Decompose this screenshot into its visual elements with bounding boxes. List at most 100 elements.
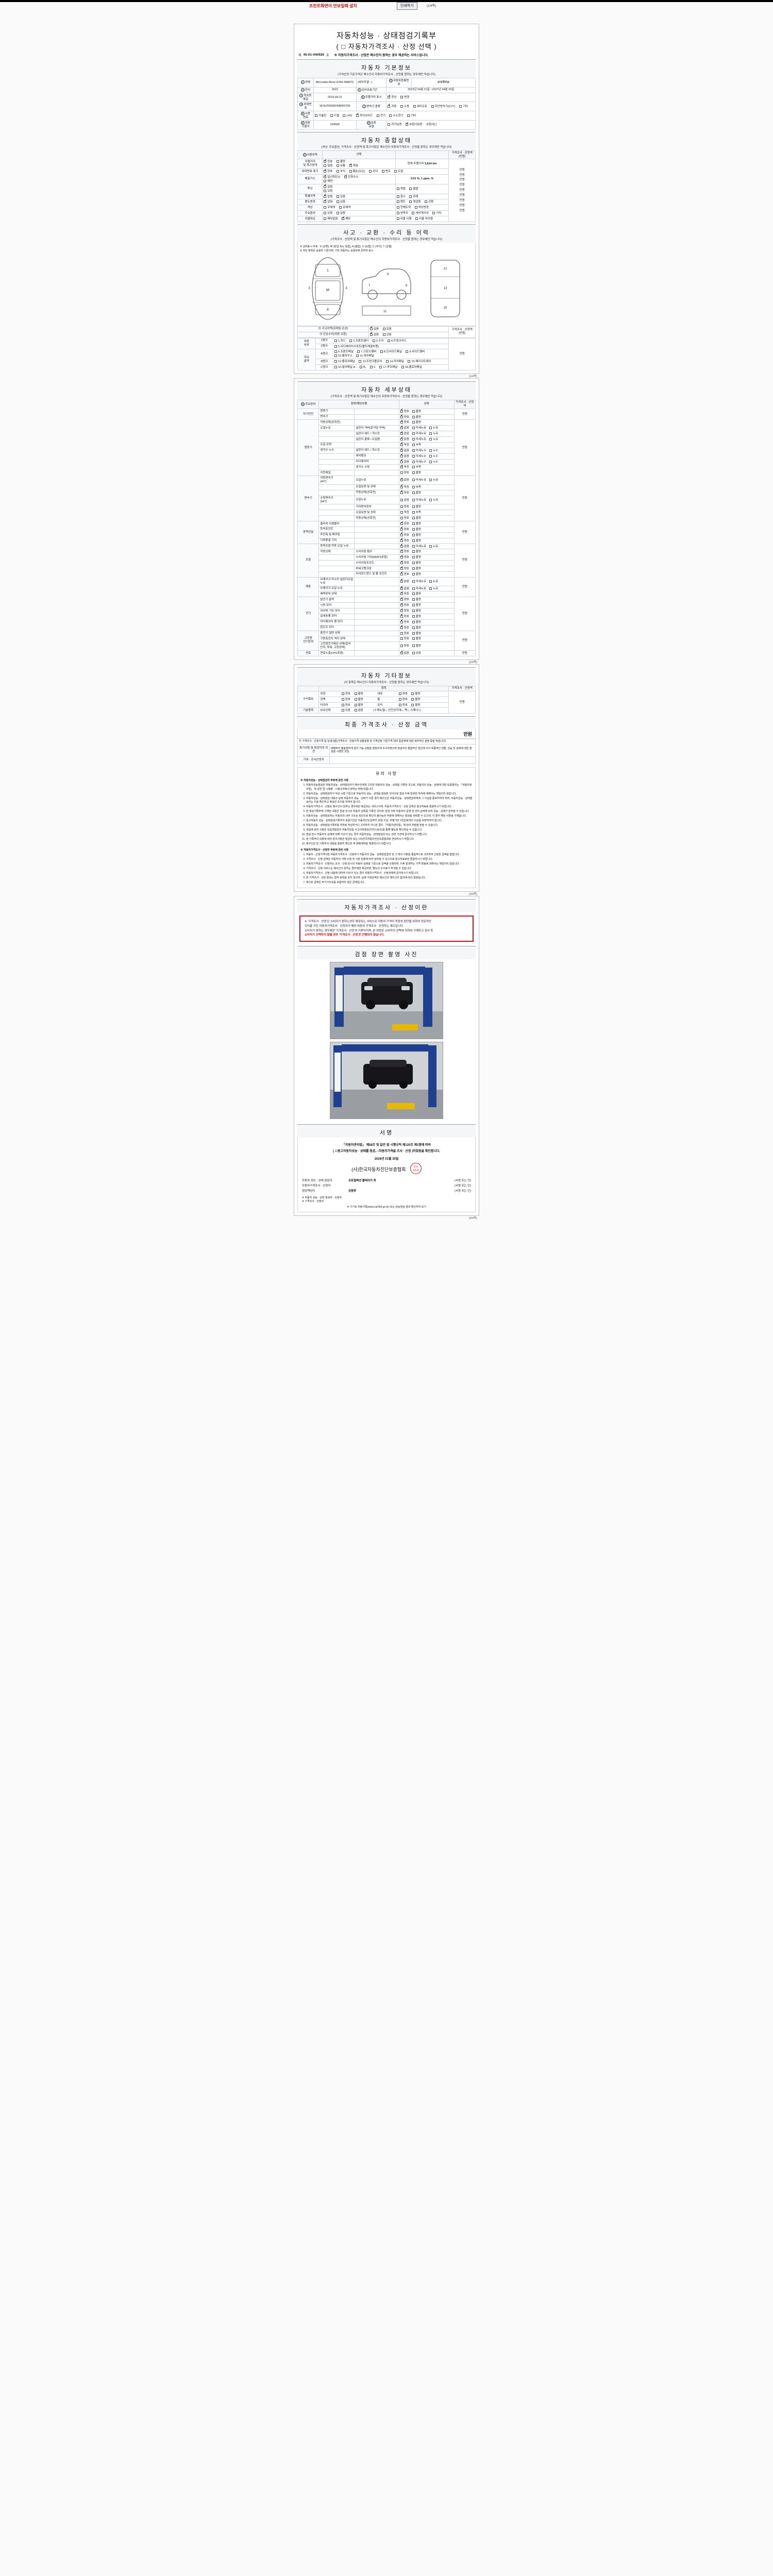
detail-opt-5-1-1[interactable]: 미세누유 [412, 587, 426, 591]
detail-opt-5-2-0[interactable]: 양호 [400, 591, 409, 596]
detail-opt-1-9-1[interactable]: 불량 [412, 471, 421, 475]
detail-opt-5-0-2[interactable]: 누유 [429, 580, 438, 584]
warranty-option-0[interactable]: 자가보증 [388, 123, 402, 127]
detail-opt-3-3-1[interactable]: 불량 [412, 539, 421, 543]
vin-erased[interactable]: 도말 [394, 170, 403, 174]
detail-opt-2-6-1[interactable]: 불량 [412, 516, 421, 520]
special-yes[interactable]: 있음 [336, 195, 345, 199]
emission-co[interactable]: 일산화탄소 [324, 175, 341, 179]
mileage-option-0[interactable]: 정상 [388, 95, 397, 99]
detail-opt-4-1-0[interactable]: 양호 [400, 549, 409, 554]
vin-good[interactable]: 양호 [324, 169, 332, 174]
usechange-none[interactable]: 없음 [324, 199, 332, 204]
emission-smoke[interactable]: 매연 [324, 179, 332, 183]
detail-opt-0-0-0[interactable]: 양호 [400, 409, 409, 414]
detail-opt-1-2-0[interactable]: 없음 [400, 431, 409, 436]
tuning-illegal[interactable]: 불법 [409, 187, 418, 191]
detail-opt-6-4-1[interactable]: 불량 [412, 620, 421, 624]
detail-opt-1-3-2[interactable]: 누유 [429, 437, 438, 442]
usechange-rent[interactable]: 렌트 [396, 200, 406, 204]
vin-modified[interactable]: 변조 [381, 170, 391, 174]
detail-opt-3-2-0[interactable]: 양호 [400, 532, 409, 537]
mileage-normal[interactable]: 보통 [336, 164, 345, 168]
detail-opt-3-3-0[interactable]: 양호 [400, 538, 409, 543]
mileage-bad[interactable]: 불량 [336, 160, 345, 164]
detail-opt-1-5-0[interactable]: 없음 [400, 448, 409, 453]
detail-opt-1-1-2[interactable]: 누유 [429, 426, 438, 430]
mileage-few[interactable]: 적음 [349, 163, 358, 168]
detail-opt-6-3-0[interactable]: 양호 [400, 614, 409, 619]
detail-opt-0-1-0[interactable]: 양호 [400, 414, 409, 419]
detail-opt-1-7-0[interactable]: 없음 [400, 459, 409, 464]
option-etc[interactable]: 기타 [432, 211, 441, 215]
detail-opt-2-5-0[interactable]: 적정 [400, 511, 409, 515]
simple-yes[interactable]: 있음 [382, 333, 392, 337]
detail-opt-2-3-1[interactable]: 미세누유 [412, 498, 426, 502]
detail-opt-4-2-0[interactable]: 양호 [400, 555, 409, 560]
detail-opt-4-5-0[interactable]: 양호 [400, 571, 409, 577]
transmission-option-0[interactable]: 자동 [388, 104, 397, 109]
detail-opt-2-0-1[interactable]: 미세누유 [412, 478, 426, 482]
option-nav[interactable]: 네비게이션 [412, 211, 429, 215]
mileage-good[interactable]: 양호 [324, 159, 332, 164]
detail-opt-5-1-2[interactable]: 누유 [429, 587, 438, 591]
detail-opt-1-3-1[interactable]: 미세누유 [412, 437, 426, 442]
warranty-option-1[interactable]: 보험사보증 [406, 122, 423, 127]
detail-opt-6-5-1[interactable]: 불량 [412, 626, 421, 630]
detail-opt-6-0-1[interactable]: 불량 [412, 598, 421, 602]
recall-na[interactable]: 해당없음 [324, 217, 338, 221]
simple-none[interactable]: 없음 [370, 332, 379, 337]
options-yes[interactable]: 있음 [324, 211, 332, 215]
color-chromatic[interactable]: 유채색 [339, 206, 350, 210]
detail-opt-3-0-0[interactable]: 양호 [400, 521, 409, 526]
detail-opt-1-2-2[interactable]: 누유 [429, 432, 438, 436]
detail-opt-2-1-1[interactable]: 부족 [412, 485, 421, 489]
detail-opt-4-2-1[interactable]: 불량 [412, 555, 421, 560]
detail-opt-4-0-2[interactable]: 누유 [429, 545, 438, 549]
special-fire[interactable]: 화재 [409, 195, 418, 199]
detail-opt-3-2-1[interactable]: 불량 [412, 533, 421, 537]
tuning-legal[interactable]: 적법 [396, 187, 406, 191]
detail-opt-1-7-1[interactable]: 미세누수 [412, 460, 426, 464]
detail-opt-1-1-1[interactable]: 미세누유 [412, 426, 426, 430]
detail-opt-6-2-0[interactable]: 양호 [400, 608, 409, 613]
color-changed[interactable]: 색상변경 [414, 206, 429, 210]
detail-opt-7-0-0[interactable]: 양호 [400, 632, 409, 636]
vin-different[interactable]: 상이 [369, 170, 378, 174]
detail-opt-2-6-0[interactable]: 양호 [400, 516, 409, 520]
recall-yes[interactable]: 해당 [342, 216, 350, 221]
tuning-yes[interactable]: 있음 [324, 189, 332, 193]
fuel-option-5[interactable]: 수소전기 [389, 114, 404, 118]
detail-opt-6-0-0[interactable]: 양호 [400, 597, 409, 602]
detail-opt-1-6-2[interactable]: 누수 [429, 454, 438, 459]
detail-opt-8-0-0[interactable]: 없음 [400, 651, 409, 655]
detail-opt-1-1-0[interactable]: 없음 [400, 426, 409, 430]
usechange-business[interactable]: 영업용 [409, 200, 421, 204]
detail-opt-1-0-0[interactable]: 양호 [400, 420, 409, 425]
detail-opt-1-5-1[interactable]: 미세누수 [412, 449, 426, 453]
fuel-option-0[interactable]: 가솔린 [315, 114, 326, 118]
detail-opt-6-4-0[interactable]: 양호 [400, 619, 409, 624]
detail-opt-4-3-1[interactable]: 불량 [412, 561, 421, 565]
detail-opt-2-2-1[interactable]: 불량 [412, 491, 421, 495]
detail-opt-0-1-1[interactable]: 불량 [412, 415, 421, 419]
vin-damaged[interactable]: 훼손(오손) [349, 170, 365, 174]
detail-opt-5-0-0[interactable]: 없음 [400, 579, 409, 584]
fuel-option-4[interactable]: 전기 [376, 114, 385, 118]
detail-opt-5-1-0[interactable]: 없음 [400, 586, 409, 591]
detail-opt-1-4-0[interactable]: 적정 [400, 442, 409, 447]
detail-opt-2-4-1[interactable]: 불량 [412, 505, 421, 509]
detail-opt-5-0-1[interactable]: 미세누유 [412, 580, 426, 584]
detail-opt-1-8-0[interactable]: 적정 [400, 465, 409, 469]
detail-opt-7-1-1[interactable]: 불량 [412, 637, 421, 641]
detail-opt-1-6-0[interactable]: 없음 [400, 453, 409, 459]
detail-opt-1-9-0[interactable]: 양호 [400, 471, 409, 475]
recall-notdone[interactable]: 리콜 미이행 [415, 217, 433, 221]
detail-opt-4-4-1[interactable]: 불량 [412, 567, 421, 571]
usechange-gov[interactable]: 관용 [425, 200, 433, 204]
color-achromatic[interactable]: 무채색 [324, 206, 335, 210]
fuel-option-6[interactable]: 기타 [407, 114, 416, 118]
recall-done[interactable]: 리콜 이행 [396, 217, 412, 221]
usechange-yes[interactable]: 있음 [336, 200, 345, 204]
detail-opt-1-5-2[interactable]: 누수 [429, 449, 438, 453]
